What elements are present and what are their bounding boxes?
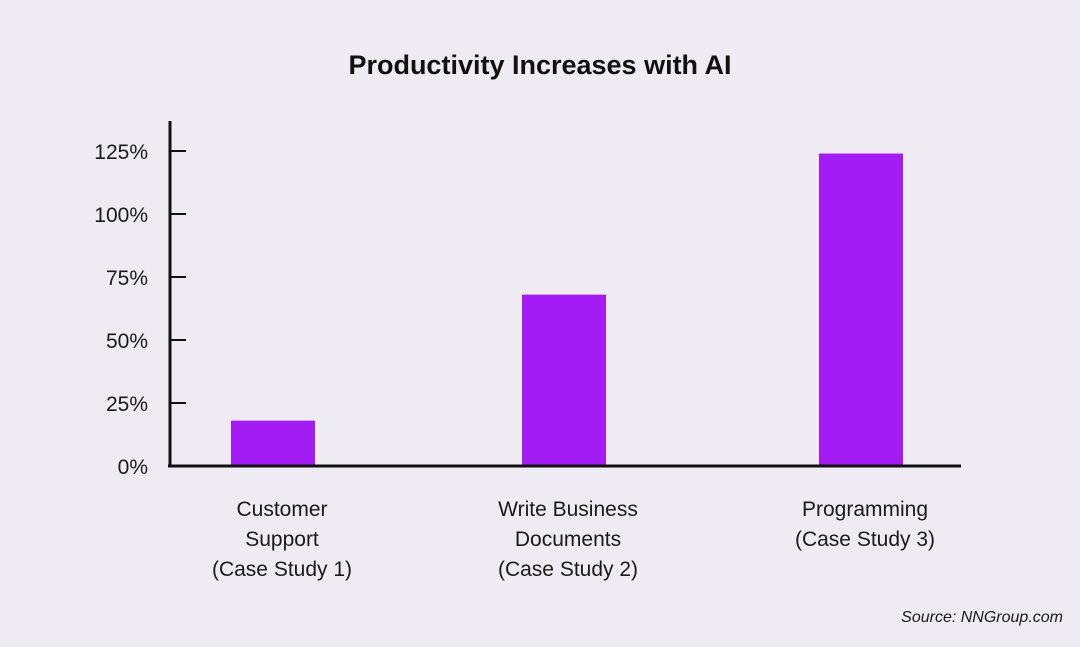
bar bbox=[231, 420, 315, 466]
y-tick-label: 100% bbox=[94, 204, 148, 227]
y-tick-label: 125% bbox=[94, 141, 148, 164]
x-category-label-line: (Case Study 2) bbox=[497, 558, 639, 581]
bars bbox=[231, 153, 903, 466]
x-category-label: Customer Support (Case Study 1) bbox=[172, 495, 392, 585]
y-tick-label: 50% bbox=[106, 330, 148, 353]
bar bbox=[819, 153, 903, 466]
x-category-label: Programming (Case Study 3) bbox=[755, 495, 975, 555]
x-category-label-line: (Case Study 1) bbox=[211, 558, 353, 581]
y-tick-label: 25% bbox=[106, 393, 148, 416]
x-category-label-line: (Case Study 3) bbox=[794, 528, 936, 551]
y-axis-ticks: 0% 25% 50% 75% 100% 125% bbox=[94, 141, 186, 479]
source-note: Source: NNGroup.com bbox=[901, 609, 1063, 626]
x-category-label-line: Documents bbox=[514, 528, 622, 551]
x-category-label-line: Programming bbox=[801, 498, 929, 521]
x-category-label-line: Support bbox=[245, 528, 319, 551]
x-category-label-line: Write Business bbox=[498, 498, 638, 521]
chart-title: Productivity Increases with AI bbox=[348, 50, 732, 80]
bar bbox=[522, 294, 606, 466]
x-category-label-line: Customer bbox=[236, 498, 328, 521]
y-tick-label: 0% bbox=[118, 456, 148, 479]
x-category-label: Write Business Documents (Case Study 2) bbox=[458, 495, 678, 585]
y-tick-label: 75% bbox=[106, 267, 148, 290]
